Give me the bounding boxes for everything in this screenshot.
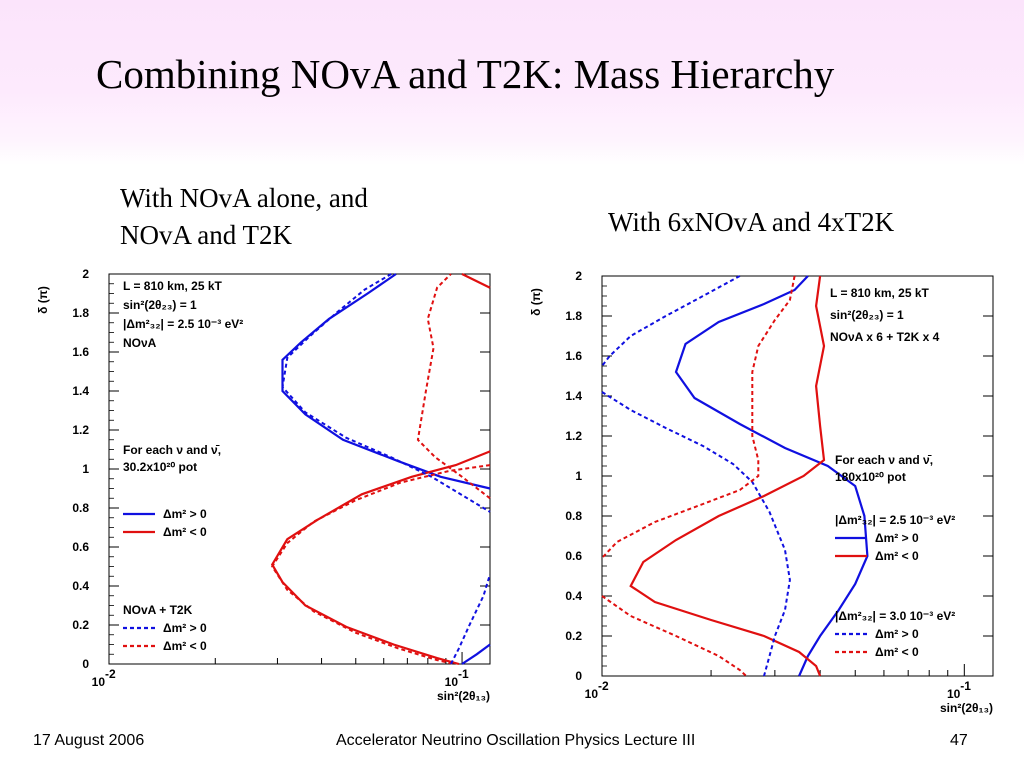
legend-entry-label: Δm² < 0 xyxy=(163,639,207,653)
y-tick-label: 1.2 xyxy=(72,423,89,437)
y-tick-label: 1.4 xyxy=(72,384,89,398)
exposure-text-line: 30.2x10²⁰ pot xyxy=(123,460,197,474)
right-caption: With 6xNOvA and 4xT2K xyxy=(608,207,895,237)
y-tick-label: 0.6 xyxy=(72,540,89,554)
info-text-line: L = 810 km, 25 kT xyxy=(123,279,223,293)
y-tick-label: 1.6 xyxy=(565,349,582,363)
legend-group-title: |Δm²₃₂| = 3.0 10⁻³ eV² xyxy=(835,609,955,623)
y-tick-label: 0.2 xyxy=(565,629,582,643)
y-axis-title: δ (π) xyxy=(36,286,50,314)
exposure-text-line: 180x10²⁰ pot xyxy=(835,470,906,484)
dashed-curve xyxy=(601,275,741,367)
footer-lecture-title: Accelerator Neutrino Oscillation Physics… xyxy=(336,732,696,749)
legend-entry-label: Δm² < 0 xyxy=(875,645,919,659)
y-tick-label: 0.4 xyxy=(565,589,582,603)
x-tick-label: 10 xyxy=(92,675,106,689)
x-axis-title: sin²(2θ₁₃) xyxy=(437,689,490,703)
dashed-curve xyxy=(601,391,791,677)
dashed-curve xyxy=(450,574,491,665)
info-text-line: L = 810 km, 25 kT xyxy=(830,286,930,300)
y-tick-label: 2 xyxy=(575,269,582,283)
y-tick-label: 0.6 xyxy=(565,549,582,563)
y-tick-label: 0.8 xyxy=(72,501,89,515)
legend-group-title: NOvA + T2K xyxy=(123,603,193,617)
legend-entry-label: Δm² < 0 xyxy=(163,525,207,539)
y-tick-label: 1.8 xyxy=(72,306,89,320)
x-tick-label: 10 xyxy=(947,687,961,701)
legend-entry-label: Δm² > 0 xyxy=(875,627,919,641)
x-tick-exponent: -1 xyxy=(458,667,469,681)
x-axis-title: sin²(2θ₁₃) xyxy=(940,701,993,715)
y-axis-title: δ (π) xyxy=(529,288,543,316)
y-tick-label: 2 xyxy=(82,267,89,281)
footer-date: 17 August 2006 xyxy=(33,732,145,749)
y-tick-label: 0.4 xyxy=(72,579,89,593)
x-tick-exponent: -1 xyxy=(960,679,971,693)
legend-group-title: |Δm²₃₂| = 2.5 10⁻³ eV² xyxy=(835,513,955,527)
info-text-line: NOνA x 6 + T2K x 4 xyxy=(830,330,940,344)
title-banner xyxy=(0,0,1024,165)
y-tick-label: 0 xyxy=(82,657,89,671)
y-tick-label: 1.2 xyxy=(565,429,582,443)
dashed-curve xyxy=(601,275,796,559)
legend-entry-label: Δm² < 0 xyxy=(875,549,919,563)
y-tick-label: 1.8 xyxy=(565,309,582,323)
solid-curve xyxy=(674,275,869,677)
dashed-curve xyxy=(281,273,491,513)
left-caption-line-1: With NOvA alone, and xyxy=(120,183,368,213)
info-text-line: sin²(2θ₂₃) = 1 xyxy=(123,298,197,312)
info-text-line: sin²(2θ₂₃) = 1 xyxy=(830,308,904,322)
solid-curve xyxy=(629,275,826,677)
info-text-line: |Δm²₃₂| = 2.5 10⁻³ eV² xyxy=(123,317,243,331)
x-tick-exponent: -2 xyxy=(105,667,116,681)
y-tick-label: 0.2 xyxy=(72,618,89,632)
x-tick-exponent: -2 xyxy=(598,679,609,693)
dashed-curve xyxy=(271,464,491,665)
left-caption-line-2: NOvA and T2K xyxy=(120,220,292,250)
x-tick-label: 10 xyxy=(585,687,599,701)
y-tick-label: 1 xyxy=(575,469,582,483)
plot-frame xyxy=(601,275,994,677)
dashed-curve xyxy=(416,273,491,500)
footer-page-number: 47 xyxy=(950,732,968,749)
x-tick-label: 10 xyxy=(445,675,459,689)
y-tick-label: 0.8 xyxy=(565,509,582,523)
legend-entry-label: Δm² > 0 xyxy=(163,621,207,635)
solid-curve xyxy=(270,450,491,666)
info-text-line: NOνA xyxy=(123,336,157,350)
y-tick-label: 1 xyxy=(82,462,89,476)
y-tick-label: 1.4 xyxy=(565,389,582,403)
solid-curve xyxy=(461,643,491,665)
left-caption: With NOvA alone, and NOvA and T2K xyxy=(120,180,368,254)
y-tick-label: 0 xyxy=(575,669,582,683)
legend-entry-label: Δm² > 0 xyxy=(875,531,919,545)
y-tick-label: 1.6 xyxy=(72,345,89,359)
slide-title: Combining NOvA and T2K: Mass Hierarchy xyxy=(96,51,835,97)
exposure-text-line: For each ν and ν̄, xyxy=(835,453,933,467)
exposure-text-line: For each ν and ν̄, xyxy=(123,443,221,457)
legend-entry-label: Δm² > 0 xyxy=(163,507,207,521)
dashed-curve xyxy=(601,595,747,677)
solid-curve xyxy=(281,273,491,490)
solid-curve xyxy=(461,273,491,289)
